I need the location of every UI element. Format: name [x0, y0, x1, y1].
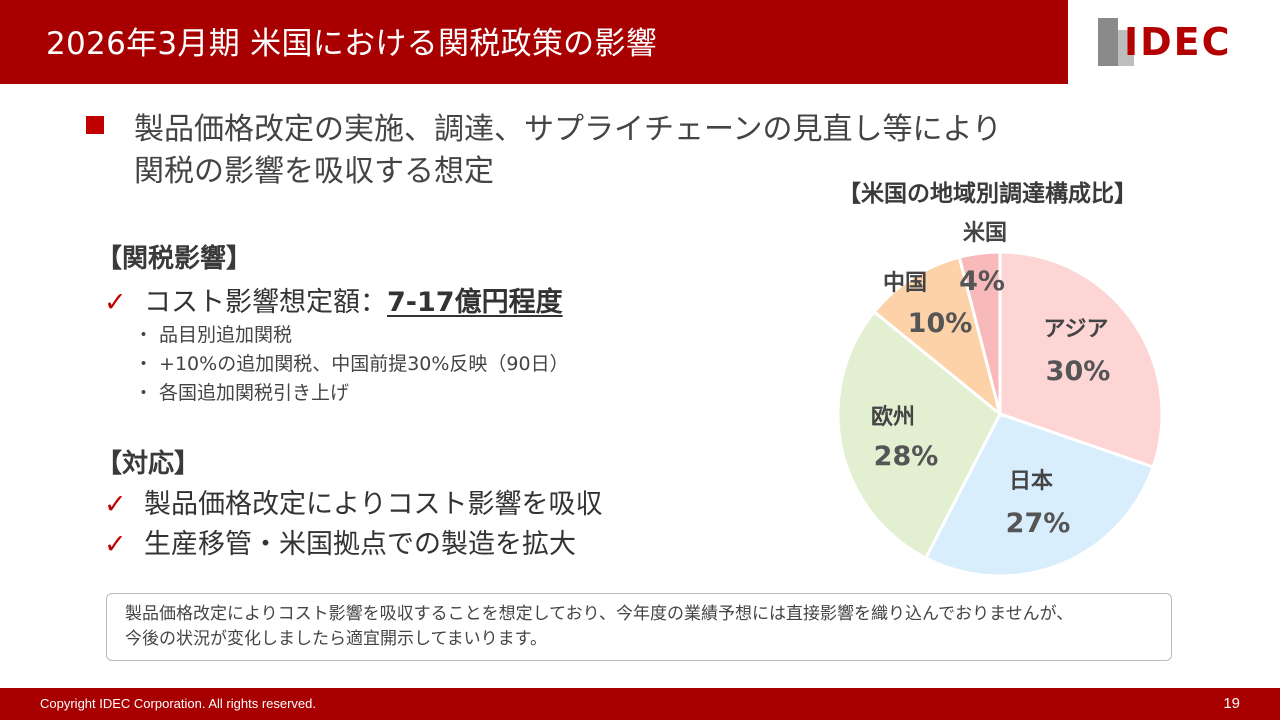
pie-slice [872, 255, 1003, 419]
square-bullet-icon [86, 116, 104, 134]
pie-slice-label: 日本 [1009, 469, 1053, 494]
page-title: 2026年3月期 米国における関税政策の影響 [46, 26, 658, 62]
response-item: ✓ 製品価格改定によりコスト影響を吸収 [104, 482, 602, 521]
response-item-text: 生産移管・米国拠点での製造を拡大 [144, 529, 576, 560]
tariff-heading: 【関税影響】 [96, 244, 253, 274]
idec-logo: IDEC [1098, 18, 1248, 70]
pie-slice [998, 250, 1164, 469]
response-item-text: 製品価格改定によりコスト影響を吸収 [144, 489, 603, 520]
cost-impact-row: ✓ コスト影響想定額：7-17億円程度 [104, 280, 563, 319]
chart-title: 【米国の地域別調達構成比】 [838, 181, 1137, 207]
response-item: ✓ 生産移管・米国拠点での製造を拡大 [104, 522, 576, 561]
pie-slice-value: 4% [959, 266, 1005, 297]
footer-bar: Copyright IDEC Corporation. All rights r… [0, 688, 1280, 720]
page-number: 19 [1223, 695, 1240, 712]
cost-impact-value: 7-17億円程度 [387, 287, 563, 318]
logo-mark-light [1118, 30, 1134, 66]
pie-slice-label: 米国 [963, 221, 1007, 246]
tariff-sub-item: ・ 品目別追加関税 [134, 324, 293, 346]
check-icon: ✓ [104, 489, 127, 520]
tariff-sub-item: ・ 各国追加関税引き上げ [134, 382, 350, 404]
lead-line-2: 関税の影響を吸収する想定 [134, 154, 494, 189]
check-icon: ✓ [104, 529, 127, 560]
pie-slice-value: 28% [874, 441, 939, 472]
pie-slice [836, 309, 1002, 561]
note-line-1: 製品価格改定によりコスト影響を吸収することを想定しており、今年度の業績予想には直… [125, 604, 1074, 624]
copyright-text: Copyright IDEC Corporation. All rights r… [40, 696, 317, 711]
logo-text: IDEC [1124, 20, 1232, 64]
header-bar: 2026年3月期 米国における関税政策の影響 [0, 0, 1068, 84]
pie-slice-value: 27% [1006, 508, 1071, 539]
cost-impact-label: コスト影響想定額： [144, 287, 387, 318]
pie-slice-label: 欧州 [871, 404, 915, 430]
note-line-2: 今後の状況が変化しましたら適宜開示してまいります。 [125, 629, 547, 649]
pie-slice-value: 10% [908, 308, 973, 339]
tariff-sub-item: ・ +10%の追加関税、中国前提30%反映（90日） [134, 353, 569, 375]
pie-slice [923, 412, 1155, 578]
pie-slice-label: アジア [1043, 317, 1108, 342]
pie-slice-label: 中国 [883, 271, 927, 296]
lead-line-1: 製品価格改定の実施、調達、サプライチェーンの見直し等により [134, 112, 1002, 147]
check-icon: ✓ [104, 287, 127, 318]
logo-mark-dark [1098, 18, 1118, 66]
pie-slice-value: 30% [1046, 356, 1111, 387]
pie-slice [957, 250, 1002, 415]
response-heading: 【対応】 [96, 449, 201, 479]
disclaimer-note: 製品価格改定によりコスト影響を吸収することを想定しており、今年度の業績予想には直… [106, 593, 1172, 661]
